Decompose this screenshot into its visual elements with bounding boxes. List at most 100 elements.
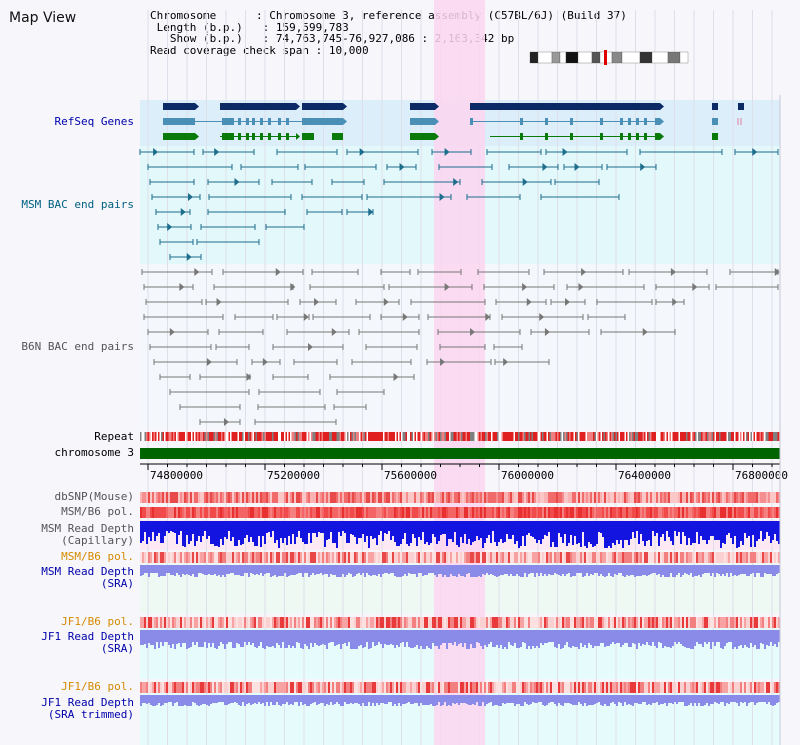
jf1-b6-pol-2-cell — [752, 682, 754, 693]
msm-capillary-depth-bar — [488, 521, 490, 535]
jf1-b6-pol-cell — [464, 617, 466, 628]
msm-capillary-depth-bar — [594, 521, 596, 546]
repeat-element — [693, 432, 695, 441]
track-label-b6n-bac: B6N BAC end pairs — [21, 340, 134, 353]
repeat-element — [372, 432, 374, 441]
jf1-trimmed-depth-bar — [504, 695, 506, 704]
gene-green-2-exon — [260, 133, 263, 140]
msm-b6-pol-cell — [766, 507, 768, 518]
msm-capillary-depth-bar — [198, 521, 200, 536]
msm-b6-pol-2-cell — [394, 552, 396, 563]
jf1-b6-pol-2-cell — [668, 682, 670, 693]
jf1-b6-pol-cell — [664, 617, 666, 628]
jf1-b6-pol-2-cell — [306, 682, 308, 693]
jf1-trimmed-depth-bar — [204, 695, 206, 704]
msm-b6-pol-2-cell — [362, 552, 364, 563]
msm-capillary-depth-bar — [678, 521, 680, 532]
msm-capillary-depth-bar — [586, 521, 588, 548]
jf1-b6-pol-2-cell — [382, 682, 384, 693]
jf1-sra-depth-bar — [472, 630, 474, 648]
b6n-bac-pair-arrow — [578, 283, 584, 291]
jf1-trimmed-depth-bar — [352, 695, 354, 704]
msm-b6-pol-2-cell — [632, 552, 634, 563]
dbsnp-density-cell — [588, 492, 590, 503]
msm-sra-depth-bar — [714, 565, 716, 577]
msm-capillary-depth-bar — [772, 521, 774, 540]
jf1-b6-pol-cell — [480, 617, 482, 628]
jf1-b6-pol-cell — [376, 617, 378, 628]
msm-b6-pol-cell — [636, 507, 638, 518]
jf1-b6-pol-cell — [326, 617, 328, 628]
jf1-trimmed-depth-bar — [154, 695, 156, 706]
repeat-element — [266, 432, 268, 441]
jf1-sra-depth-bar — [196, 630, 198, 642]
jf1-b6-pol-2-cell — [400, 682, 402, 693]
msm-b6-pol-2-cell — [264, 552, 266, 563]
msm-sra-depth-bar — [492, 565, 494, 575]
msm-b6-pol-cell — [352, 507, 354, 518]
msm-sra-depth-bar — [440, 565, 442, 574]
msm-sra-depth-bar — [142, 565, 144, 575]
msm-b6-pol-cell — [438, 507, 440, 518]
msm-b6-pol-cell — [672, 507, 674, 518]
repeat-element — [371, 432, 373, 441]
jf1-b6-pol-2-cell — [548, 682, 550, 693]
msm-b6-pol-2-cell — [378, 552, 380, 563]
msm-sra-depth-bar — [584, 565, 586, 576]
msm-b6-pol-cell — [210, 507, 212, 518]
jf1-sra-depth-bar — [150, 630, 152, 645]
msm-sra-depth-bar — [514, 565, 516, 576]
msm-b6-pol-2-cell — [464, 552, 466, 563]
msm-b6-pol-cell — [168, 507, 170, 518]
repeat-element — [203, 432, 205, 441]
jf1-trimmed-depth-bar — [354, 695, 356, 703]
repeat-element — [320, 432, 322, 441]
msm-capillary-depth-bar — [224, 521, 226, 537]
msm-b6-pol-2-cell — [418, 552, 420, 563]
jf1-b6-pol-2-cell — [226, 682, 228, 693]
jf1-sra-depth-bar — [238, 630, 240, 644]
jf1-trimmed-depth-bar — [658, 695, 660, 705]
jf1-trimmed-depth-bar — [490, 695, 492, 702]
msm-b6-pol-cell — [732, 507, 734, 518]
dbsnp-density-cell — [408, 492, 410, 503]
dbsnp-density-cell — [574, 492, 576, 503]
jf1-sra-depth-bar — [682, 630, 684, 646]
jf1-sra-depth-bar — [726, 630, 728, 643]
jf1-sra-depth-bar — [208, 630, 210, 643]
track-label-refseq: RefSeq Genes — [54, 115, 134, 128]
msm-b6-pol-2-cell — [468, 552, 470, 563]
msm-capillary-depth-bar — [328, 521, 330, 539]
dbsnp-density-cell — [604, 492, 606, 503]
dbsnp-density-cell — [630, 492, 632, 503]
msm-b6-pol-cell — [418, 507, 420, 518]
msm-sra-depth-bar — [366, 565, 368, 573]
repeat-element — [581, 432, 583, 441]
b6n-bac-pair-arrow — [383, 298, 389, 306]
jf1-sra-depth-bar — [628, 630, 630, 647]
msm-b6-pol-2-cell — [674, 552, 676, 563]
msm-b6-pol-2-cell — [518, 552, 520, 563]
jf1-sra-depth-bar — [590, 630, 592, 645]
jf1-sra-depth-bar — [224, 630, 226, 649]
jf1-sra-depth-bar — [188, 630, 190, 648]
repeat-element — [570, 432, 572, 441]
jf1-trimmed-depth-bar — [540, 695, 542, 702]
msm-sra-depth-bar — [444, 565, 446, 575]
repeat-element — [339, 432, 341, 441]
jf1-b6-pol-cell — [710, 617, 712, 628]
jf1-b6-pol-2-cell — [234, 682, 236, 693]
repeat-element — [632, 432, 634, 441]
repeat-element — [242, 432, 244, 441]
jf1-b6-pol-2-cell — [414, 682, 416, 693]
msm-b6-pol-cell — [464, 507, 466, 518]
msm-sra-depth-bar — [466, 565, 468, 574]
repeat-element — [777, 432, 779, 441]
jf1-b6-pol-2-cell — [636, 682, 638, 693]
msm-sra-depth-bar — [190, 565, 192, 576]
msm-b6-pol-cell — [626, 507, 628, 518]
msm-b6-pol-cell — [164, 507, 166, 518]
repeat-element — [701, 432, 703, 441]
jf1-b6-pol-cell — [302, 617, 304, 628]
